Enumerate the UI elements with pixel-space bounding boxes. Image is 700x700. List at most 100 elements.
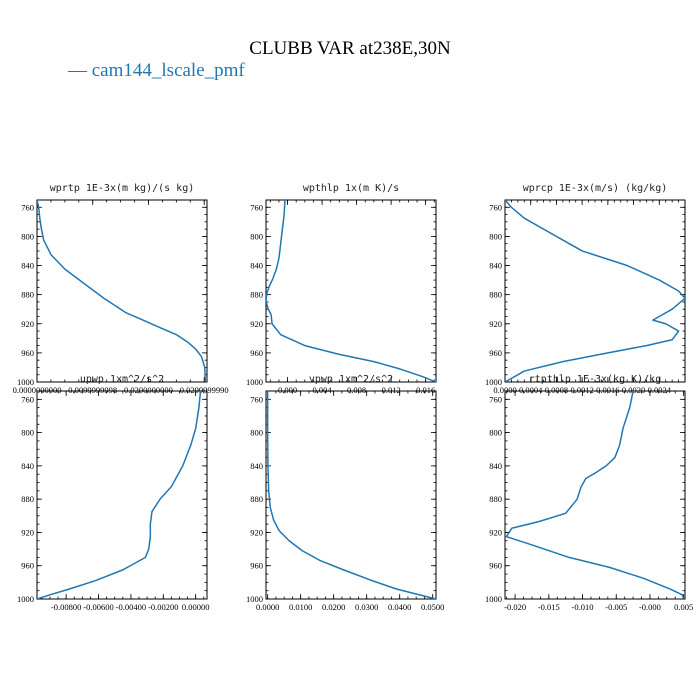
y-tick-label: 760 [21,394,34,404]
x-tick-label: 0.0099999998 [68,385,117,395]
subplot-grid: wprtp 1E-3x(m kg)/(s kg) 760 800 840 880 920 9… [13,183,694,612]
x-tick-label: 0.005 [674,602,693,612]
y-tick-label: 800 [21,428,34,438]
y-tick-label: 920 [250,319,263,329]
y-tick-label: 840 [250,261,263,271]
y-tick-label: 920 [250,527,263,537]
x-tick-label: -0.00200 [148,602,178,612]
subplot-2: wpthlp 1x(m K)/s 760 800 840 880 920 960 1000 0.… [246,183,437,395]
y-tick-label: 800 [489,428,502,438]
series-line [37,391,202,599]
x-tick-label: -0.015 [538,602,560,612]
plot-frame [265,199,437,383]
y-tick-label: 800 [250,428,263,438]
y-tick-label: 760 [21,202,34,212]
y-tick-label: 880 [489,494,502,504]
subplot-title: upwp 1xm^2/s^2 [80,374,164,385]
x-tick-label: -0.00600 [83,602,113,612]
x-tick-label: 0.0016 [596,385,619,395]
subplot-3: wprcp 1E-3x(m/s) (kg/kg) 760 800 840 880 920 9… [485,183,686,395]
x-tick-label: 0.016 [416,385,435,395]
plot-frame [36,390,208,600]
chart-title: CLUBB VAR at238E,30N [249,38,451,59]
y-tick-label: 760 [250,394,263,404]
x-tick-label: -0.00800 [51,602,81,612]
subplot-title: wprtp 1E-3x(m kg)/(s kg) [50,183,195,194]
y-tick-label: 840 [21,261,34,271]
series-line [266,391,436,599]
y-tick-label: 920 [489,319,502,329]
y-tick-label: 1000 [485,594,502,604]
subplot-6: rtpthlp 1E-3x(kg K)/kg 760 800 840 880 920 960… [485,374,693,612]
y-tick-label: 960 [21,561,34,571]
y-tick-label: 880 [250,494,263,504]
y-tick-label: 840 [489,261,502,271]
x-tick-label: 0.0200 [322,602,345,612]
x-tick-label: -0.005 [605,602,627,612]
x-tick-label: 0.008 [347,385,366,395]
x-tick-label: 0.0004 [519,385,543,395]
x-tick-label: -0.000 [639,602,661,612]
plot-frame [36,199,208,383]
series-line [37,200,207,382]
subplot-1: wprtp 1E-3x(m kg)/(s kg) 760 800 840 880 920 9… [13,183,229,395]
x-tick-label: -0.00400 [116,602,146,612]
x-tick-label: 0.0020 [622,385,645,395]
plot-frame [504,390,686,600]
y-tick-label: 1000 [485,377,502,387]
y-tick-label: 920 [21,527,34,537]
subplot-title: wpthlp 1x(m K)/s [303,183,399,194]
plot-frame [265,390,437,600]
x-tick-label: 0.0008 [545,385,568,395]
y-tick-label: 880 [250,290,263,300]
y-tick-label: 880 [21,494,34,504]
y-tick-label: 920 [489,527,502,537]
x-tick-label: 0.0500 [421,602,444,612]
x-tick-label: 0.0000 [493,385,516,395]
y-tick-label: 760 [489,394,502,404]
subplot-5: vpwp 1xm^2/s^276080084088092096010000.00… [246,374,444,612]
y-tick-label: 960 [250,348,263,358]
y-tick-label: 960 [489,561,502,571]
subplot-title: rtpthlp 1E-3x(kg K)/kg [529,374,661,385]
y-tick-label: 800 [489,231,502,241]
series-line [266,200,436,382]
y-tick-label: 880 [489,290,502,300]
y-tick-label: 840 [489,461,502,471]
x-tick-label: 0.0000 [256,602,279,612]
y-tick-label: 960 [489,348,502,358]
x-tick-label: 0.012 [382,385,401,395]
y-tick-label: 1000 [246,377,263,387]
y-tick-label: 840 [21,461,34,471]
y-tick-label: 760 [489,202,502,212]
y-tick-label: 1000 [246,594,263,604]
series-line [505,200,685,382]
x-tick-label: 0.0400 [388,602,411,612]
y-tick-label: 800 [21,231,34,241]
subplot-title: vpwp 1xm^2/s^2 [309,374,393,385]
x-tick-label: -0.010 [572,602,594,612]
y-tick-label: 1000 [17,594,34,604]
y-tick-label: 880 [21,290,34,300]
x-tick-label: 0.0200000000 [124,385,173,395]
x-tick-label: 0.0300 [355,602,378,612]
subplot-title: wprcp 1E-3x(m/s) (kg/kg) [523,183,668,194]
x-tick-label: 0.0299999990 [180,385,229,395]
x-tick-label: 0.0012 [570,385,593,395]
x-tick-label: 0.00000 [182,602,210,612]
subplot-4: upwp 1xm^2/s^2 760 800 840 880 920 960 1000 -0.0… [17,374,209,612]
y-tick-label: 800 [250,231,263,241]
x-tick-label: 0.004 [313,385,333,395]
y-tick-label: 960 [21,348,34,358]
y-tick-label: 1000 [17,377,34,387]
series-line [505,391,685,599]
x-tick-label: 0.0000000000 [13,385,62,395]
legend-entry: — cam144_lscale_pmf [67,60,245,81]
x-tick-label: -0.020 [504,602,526,612]
x-tick-label: 0.000 [278,385,297,395]
x-tick-label: 0.0024 [648,385,672,395]
y-tick-label: 920 [21,319,34,329]
x-tick-label: 0.0100 [289,602,312,612]
y-tick-label: 840 [250,461,263,471]
